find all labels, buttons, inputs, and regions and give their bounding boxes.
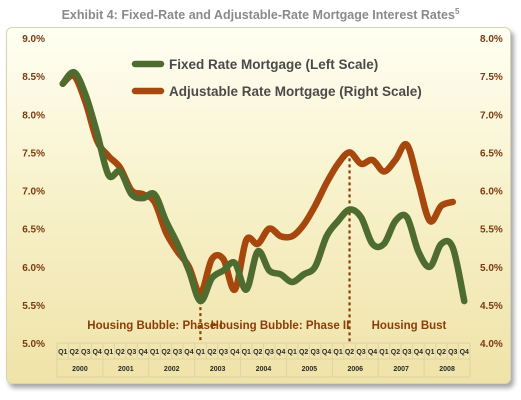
quarter-tick-label: Q2 [115, 349, 124, 356]
legend-label-fixed: Fixed Rate Mortgage (Left Scale) [169, 57, 378, 72]
quarter-tick-label: Q1 [104, 349, 113, 356]
quarter-tick-label: Q1 [58, 349, 67, 356]
chart-title-footnote: 5 [454, 7, 460, 16]
year-tick-label: 2005 [302, 366, 318, 373]
quarter-tick-label: Q3 [219, 349, 228, 356]
quarter-tick-label: Q3 [127, 349, 136, 356]
quarter-tick-label: Q2 [253, 349, 262, 356]
left-tick-label: 5.5% [22, 301, 45, 312]
year-tick-label: 2008 [439, 366, 455, 373]
quarter-tick-label: Q1 [150, 349, 159, 356]
right-tick-label: 4.0% [480, 339, 503, 350]
left-tick-label: 7.5% [22, 148, 45, 159]
quarter-tick-label: Q3 [81, 349, 90, 356]
quarter-tick-label: Q4 [460, 349, 469, 356]
quarter-tick-label: Q4 [322, 349, 331, 356]
quarter-tick-label: Q2 [345, 349, 354, 356]
quarter-tick-label: Q2 [207, 349, 216, 356]
fixed-rate-series-line [59, 68, 468, 305]
adjustable-rate-series-line [59, 72, 457, 297]
left-tick-label: 8.5% [22, 72, 45, 83]
quarter-tick-label: Q3 [265, 349, 274, 356]
quarter-tick-label: Q2 [437, 349, 446, 356]
quarter-tick-label: Q3 [402, 349, 411, 356]
quarter-tick-label: Q4 [138, 349, 147, 356]
right-tick-label: 5.0% [480, 263, 503, 274]
left-tick-label: 6.5% [22, 225, 45, 236]
quarter-tick-label: Q2 [70, 349, 79, 356]
quarter-tick-label: Q1 [196, 349, 205, 356]
right-tick-label: 7.0% [480, 110, 503, 121]
right-tick-label: 7.5% [480, 72, 503, 83]
phase-label: Housing Bust [372, 320, 447, 332]
quarter-tick-label: Q3 [310, 349, 319, 356]
left-tick-label: 7.0% [22, 187, 45, 198]
right-tick-label: 4.5% [480, 301, 503, 312]
quarter-tick-label: Q4 [92, 349, 101, 356]
quarter-tick-label: Q3 [448, 349, 457, 356]
left-tick-label: 5.0% [22, 339, 45, 350]
quarter-tick-label: Q3 [356, 349, 365, 356]
left-tick-label: 6.0% [22, 263, 45, 274]
year-tick-label: 2002 [164, 366, 180, 373]
quarter-tick-label: Q1 [379, 349, 388, 356]
right-tick-label: 5.5% [480, 225, 503, 236]
year-tick-label: 2004 [256, 366, 272, 373]
year-tick-label: 2000 [72, 366, 88, 373]
phase-label: Housing Bubble: Phase II [211, 320, 350, 332]
year-tick-label: 2007 [393, 366, 409, 373]
quarter-tick-label: Q1 [242, 349, 251, 356]
right-tick-label: 6.0% [480, 187, 503, 198]
year-tick-label: 2001 [118, 366, 134, 373]
quarter-tick-label: Q4 [184, 349, 193, 356]
left-tick-label: 9.0% [22, 34, 45, 45]
right-tick-label: 6.5% [480, 148, 503, 159]
quarter-tick-label: Q4 [230, 349, 239, 356]
quarter-tick-label: Q1 [333, 349, 342, 356]
quarter-tick-label: Q4 [276, 349, 285, 356]
quarter-tick-label: Q2 [161, 349, 170, 356]
quarter-tick-label: Q4 [368, 349, 377, 356]
phase-label: Housing Bubble: Phase I [87, 320, 222, 332]
quarter-tick-label: Q1 [425, 349, 434, 356]
quarter-tick-label: Q1 [288, 349, 297, 356]
left-tick-label: 8.0% [22, 110, 45, 121]
year-tick-label: 2003 [210, 366, 226, 373]
quarter-tick-label: Q4 [414, 349, 423, 356]
chart-title: Exhibit 4: Fixed-Rate and Adjustable-Rat… [0, 7, 521, 22]
quarter-tick-label: Q2 [391, 349, 400, 356]
right-tick-label: 8.0% [480, 34, 503, 45]
chart-title-text: Exhibit 4: Fixed-Rate and Adjustable-Rat… [61, 8, 455, 23]
quarter-tick-label: Q2 [299, 349, 308, 356]
quarter-tick-label: Q3 [173, 349, 182, 356]
legend-label-adjustable: Adjustable Rate Mortgage (Right Scale) [169, 84, 422, 99]
year-tick-label: 2006 [347, 366, 363, 373]
